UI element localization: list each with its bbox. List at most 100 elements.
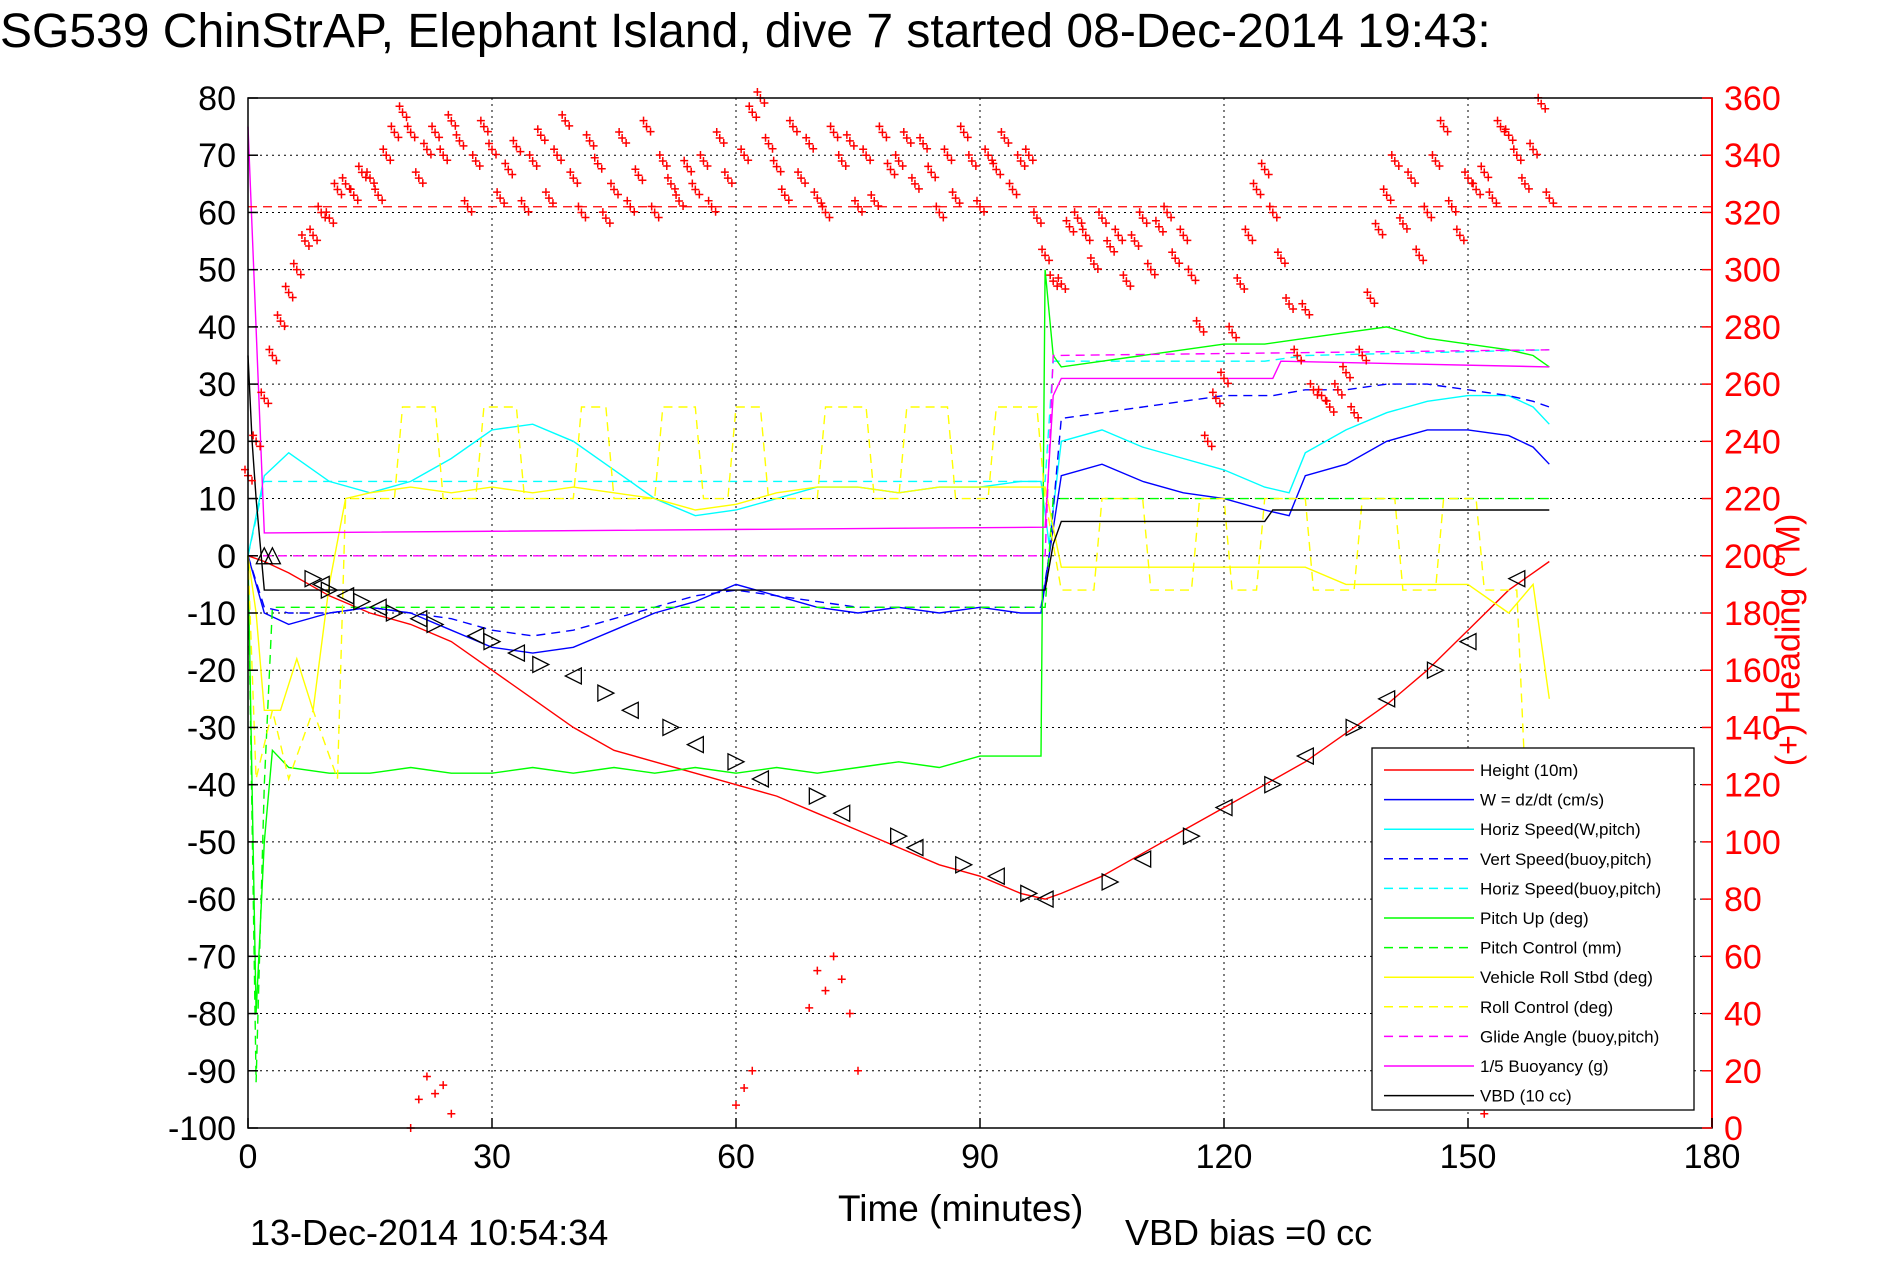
heading-point-b-36 [540, 136, 549, 145]
heading-point-32 [504, 165, 513, 174]
heading-point-c-99 [1054, 273, 1063, 282]
heading-point-c-52 [663, 173, 672, 182]
heading-point-c-3 [265, 345, 274, 354]
y-right-tick-label-0: 360 [1724, 80, 1781, 118]
heading-point-c-94 [1013, 150, 1022, 159]
legend-label-0: Height (10m) [1480, 761, 1578, 780]
heading-point-b-150 [1476, 190, 1485, 199]
heading-point-c-10 [322, 208, 331, 217]
heading-point-46 [618, 134, 627, 143]
heading-point-27 [463, 202, 472, 211]
heading-point-b-156 [1524, 184, 1533, 193]
heading-point-c-130 [1306, 379, 1315, 388]
heading-point-b-111 [1158, 227, 1167, 236]
heading-point-136 [1358, 351, 1367, 360]
heading-point-c-4 [273, 311, 282, 320]
heading-point-b-31 [500, 199, 509, 208]
heading-point-b-87 [963, 133, 972, 142]
marker-left-7 [620, 701, 639, 720]
height-markers [255, 546, 1526, 909]
heading-point-c-47 [623, 196, 632, 205]
marker-left-6 [563, 666, 582, 685]
heading-wrap-point-14 [845, 1009, 854, 1018]
marker-right-8 [662, 718, 681, 737]
heading-point-141 [1398, 219, 1407, 228]
heading-point-95 [1024, 151, 1033, 160]
heading-point-15 [366, 174, 374, 183]
heading-point-b-147 [1451, 207, 1460, 216]
marker-left-12 [986, 867, 1005, 886]
heading-point-b-129 [1305, 310, 1314, 319]
heading-point-b-56 [703, 161, 712, 170]
heading-point-c-125 [1265, 202, 1274, 211]
legend-label-3: Vert Speed(buoy,pitch) [1480, 850, 1652, 869]
heading-point-c-50 [647, 202, 656, 211]
heading-point-c-136 [1355, 345, 1364, 354]
heading-point-45 [610, 185, 618, 194]
heading-point-c-88 [964, 150, 973, 159]
y-axis-right-label: (+) Heading (°M) [1769, 513, 1808, 767]
heading-point-c-128 [1290, 345, 1299, 354]
heading-point-c-11 [330, 179, 339, 188]
heading-point-b-86 [955, 199, 964, 208]
heading-point-c-145 [1428, 150, 1437, 159]
heading-point-115 [1187, 271, 1196, 280]
heading-point-c-98 [1046, 271, 1055, 280]
heading-point-c-49 [639, 116, 648, 125]
heading-point-53 [675, 197, 684, 205]
marker-left-11 [905, 838, 924, 857]
heading-point-11 [333, 185, 342, 194]
heading-point-57 [707, 202, 716, 211]
heading-wrap-point-7 [740, 1083, 749, 1092]
heading-point-c-144 [1420, 202, 1429, 211]
heading-point-c-85 [940, 145, 949, 154]
heading-point-b-43 [597, 164, 606, 173]
heading-point-96 [1032, 214, 1041, 223]
series-line-0 [247, 555, 1550, 900]
heading-point-b-138 [1378, 230, 1387, 239]
heading-point-c-76 [867, 191, 876, 199]
heading-point-128 [1293, 351, 1302, 360]
legend-label-4: Horiz Speed(buoy,pitch) [1480, 879, 1661, 898]
heading-point-b-19 [402, 113, 411, 122]
heading-point-c-148 [1452, 225, 1461, 234]
heading-point-140 [1390, 156, 1399, 165]
x-tick-label-4: 120 [1196, 1138, 1253, 1176]
heading-point-c-108 [1127, 231, 1136, 240]
heading-point-c-31 [493, 188, 502, 197]
heading-point-c-20 [403, 122, 412, 131]
heading-point-89 [976, 202, 984, 211]
heading-point-b-84 [939, 213, 948, 222]
y-right-tick-label-18: 0 [1724, 1110, 1743, 1148]
heading-point-b-134 [1346, 373, 1354, 382]
heading-point-b-105 [1110, 247, 1119, 256]
heading-point-b-32 [508, 170, 517, 179]
heading-point-b-154 [1508, 136, 1517, 145]
heading-point-c-135 [1347, 402, 1356, 411]
heading-point-b-92 [1004, 139, 1013, 148]
heading-point-c-28 [468, 150, 477, 159]
series-line-6 [247, 497, 1550, 1083]
y-tick-label-6: 20 [198, 423, 236, 461]
y-tick-label-0: 80 [198, 80, 236, 118]
heading-point-c-126 [1273, 248, 1282, 257]
heading-point-39 [561, 116, 570, 125]
heading-point-b-49 [646, 127, 655, 136]
heading-point-99 [1057, 279, 1066, 288]
heading-point-28 [471, 156, 480, 165]
heading-point-c-16 [371, 185, 380, 194]
heading-point-c-92 [997, 128, 1006, 137]
heading-point-143 [1415, 251, 1424, 260]
heading-point-c-133 [1330, 379, 1339, 388]
heading-point-b-51 [662, 161, 671, 170]
heading-point-c-34 [517, 196, 526, 205]
legend: Height (10m) W = dz/dt (cm/s) Horiz Speed(… [1371, 747, 1695, 1111]
heading-point-b-2 [264, 399, 273, 408]
heading-point-b-152 [1492, 199, 1501, 208]
marker-left-8 [685, 735, 704, 754]
heading-point-c-5 [281, 282, 290, 291]
heading-point-107 [1122, 277, 1131, 286]
heading-point-20 [406, 128, 415, 137]
heading-point-21 [414, 174, 423, 183]
heading-point-c-69 [810, 188, 819, 197]
